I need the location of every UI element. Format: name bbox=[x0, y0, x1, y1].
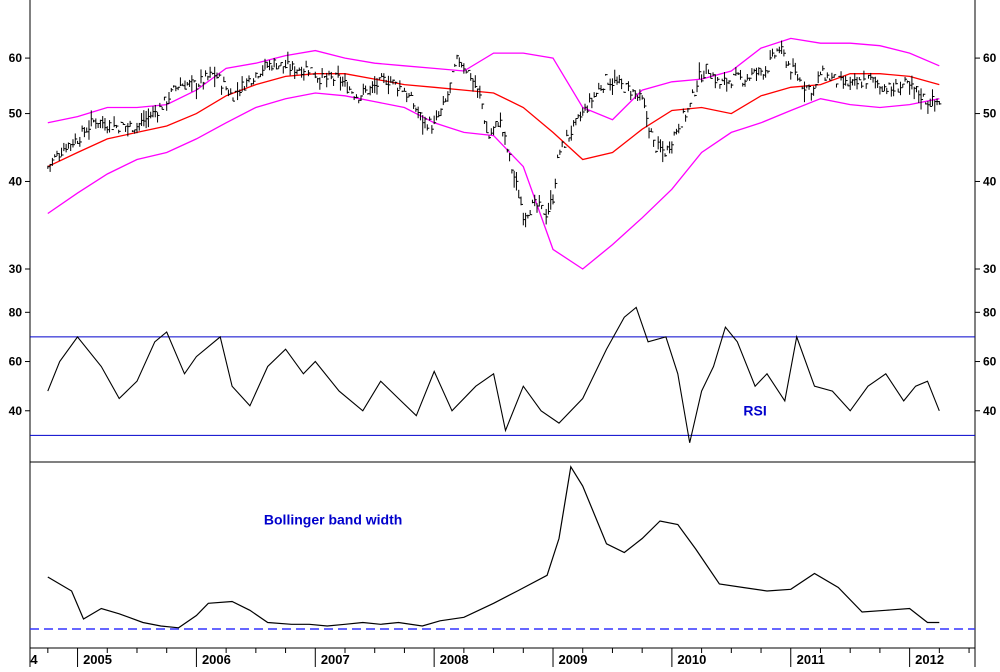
price-ytick-label-left: 60 bbox=[9, 51, 23, 65]
year-label-2009: 2009 bbox=[559, 652, 588, 667]
bbw-label: Bollinger band width bbox=[264, 512, 402, 528]
price-ytick-label-right: 60 bbox=[983, 51, 997, 65]
price-ytick-label-right: 50 bbox=[983, 107, 997, 121]
rsi-ytick-label-left: 80 bbox=[9, 305, 23, 319]
moving-average-line bbox=[47, 73, 940, 168]
year-label-2007: 2007 bbox=[321, 652, 350, 667]
price-ytick-label-right: 30 bbox=[983, 262, 997, 276]
bollinger-band-width-line bbox=[47, 465, 940, 629]
year-label-2006: 2006 bbox=[202, 652, 231, 667]
rsi-label: RSI bbox=[743, 403, 766, 419]
year-label-2012: 2012 bbox=[915, 652, 944, 667]
rsi-line bbox=[47, 306, 940, 443]
rsi-ytick-label-right: 40 bbox=[983, 404, 997, 418]
rsi-ytick-label-left: 40 bbox=[9, 404, 23, 418]
rsi-ytick-label-left: 60 bbox=[9, 355, 23, 369]
rsi-ytick-label-right: 80 bbox=[983, 305, 997, 319]
year-label-2008: 2008 bbox=[440, 652, 469, 667]
year-label-2005: 2005 bbox=[83, 652, 112, 667]
price-ytick-label-right: 40 bbox=[983, 174, 997, 188]
lower-bollinger-band bbox=[47, 92, 940, 270]
rsi-ytick-label-right: 60 bbox=[983, 355, 997, 369]
price-ytick-label-left: 30 bbox=[9, 262, 23, 276]
price-ytick-label-left: 40 bbox=[9, 174, 23, 188]
year-label-2010: 2010 bbox=[677, 652, 706, 667]
year-label-2011: 2011 bbox=[797, 652, 825, 667]
price-ytick-label-left: 50 bbox=[9, 107, 23, 121]
year-label-4: 4 bbox=[30, 652, 38, 667]
